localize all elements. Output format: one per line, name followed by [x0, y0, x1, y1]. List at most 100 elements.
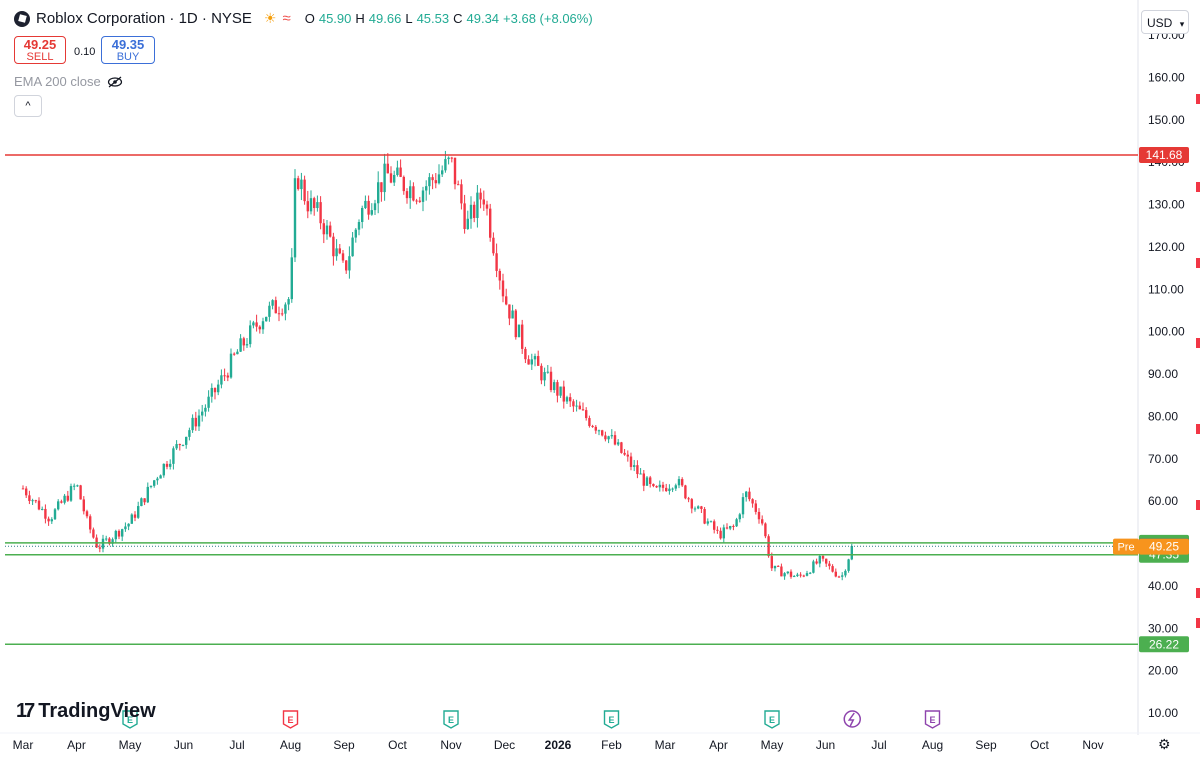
candle-body [706, 521, 709, 524]
pre-market-tag: Pre [1117, 542, 1134, 554]
candle-body [127, 523, 130, 527]
candle-body [434, 180, 437, 184]
candle-body [367, 200, 370, 215]
price-label-bg [1139, 147, 1189, 164]
candle-body [565, 397, 569, 402]
candle-body [761, 519, 764, 524]
candle-body [748, 491, 751, 500]
candle-body [412, 186, 415, 201]
candle-body [501, 280, 505, 297]
earnings-marker-icon[interactable] [603, 710, 620, 729]
x-tick-label: Aug [280, 738, 301, 752]
earnings-marker-icon[interactable] [282, 710, 299, 729]
alert-marker [1196, 258, 1200, 268]
x-tick-label: Dec [494, 738, 515, 752]
candle-body [585, 410, 588, 419]
upcoming-earnings-icon[interactable] [843, 710, 861, 728]
candle-body [633, 465, 636, 467]
candle-body [841, 575, 844, 577]
candle-body [489, 208, 492, 238]
y-tick-label: 80.00 [1148, 409, 1178, 423]
candle-body [799, 574, 802, 576]
candle-body [89, 516, 92, 530]
x-tick-label: Apr [67, 738, 86, 752]
candle-body [684, 485, 687, 499]
x-tick-label: Jul [229, 738, 244, 752]
candle-body [105, 538, 108, 540]
hidden-eye-icon[interactable] [107, 76, 123, 88]
candle-body [815, 561, 818, 564]
candle-body [393, 174, 396, 183]
sell-button[interactable]: 49.25 SELL [14, 36, 66, 64]
candle-body [757, 511, 761, 520]
candle-body [617, 442, 620, 445]
candle-body [709, 521, 713, 523]
candle-body [338, 248, 341, 254]
earnings-marker-icon[interactable] [764, 710, 780, 729]
y-tick-label: 110.00 [1148, 282, 1184, 296]
candle-body [511, 310, 514, 319]
candle-body [457, 184, 460, 186]
y-tick-label: 120.00 [1148, 240, 1185, 254]
earnings-marker-icon[interactable] [122, 710, 138, 729]
candle-body [159, 475, 162, 479]
candle-body [345, 260, 348, 271]
candle-body [137, 506, 140, 518]
candle-body [812, 561, 815, 573]
alert-marker [1196, 182, 1200, 192]
x-tick-label: Oct [1030, 738, 1049, 752]
candle-body [537, 356, 540, 366]
candle-body [485, 204, 489, 209]
candle-body [677, 479, 681, 486]
candle-body [780, 566, 783, 577]
y-tick-label: 70.00 [1148, 452, 1178, 466]
y-tick-label: 100.00 [1148, 325, 1185, 339]
candle-body [329, 225, 332, 237]
y-tick-label: 130.00 [1148, 198, 1185, 212]
candle-body [383, 163, 386, 193]
candle-body [332, 236, 335, 257]
candle-body [764, 523, 767, 537]
candle-body [681, 479, 684, 486]
candle-body [597, 430, 601, 432]
indicator-label[interactable]: EMA 200 close [14, 74, 123, 89]
candle-body [431, 177, 434, 181]
symbol-title[interactable]: Roblox Corporation · 1D · NYSE [36, 10, 252, 27]
x-tick-label: Nov [1082, 738, 1103, 752]
candle-body [229, 353, 233, 378]
alert-marker [1196, 618, 1200, 628]
candle-body [69, 486, 73, 501]
candle-body [108, 538, 111, 544]
x-tick-label: Jul [871, 738, 886, 752]
candle-body [290, 257, 293, 300]
candle-body [194, 417, 197, 427]
earnings-marker-icon[interactable] [443, 710, 459, 729]
alert-marker [1196, 338, 1200, 348]
candle-body [636, 465, 639, 475]
collapse-legend-button[interactable]: ^ [14, 95, 42, 117]
earnings-marker-icon[interactable] [924, 710, 941, 729]
candle-body [44, 508, 47, 519]
candle-body [437, 174, 441, 184]
candle-body [690, 499, 693, 509]
buy-button[interactable]: 49.35 BUY [101, 36, 155, 64]
candle-body [156, 478, 159, 481]
candle-body [233, 353, 236, 355]
candle-body [255, 322, 258, 327]
candle-body [169, 463, 172, 467]
candle-body [594, 426, 597, 431]
candle-body [37, 500, 41, 510]
candle-body [831, 566, 834, 572]
candle-body [668, 488, 671, 492]
currency-select[interactable]: USD ▾ [1141, 10, 1189, 34]
candle-body [425, 186, 428, 191]
gear-icon[interactable]: ⚙ [1158, 736, 1171, 752]
candle-body [613, 435, 617, 445]
candle-body [773, 565, 777, 569]
candle-body [802, 575, 805, 577]
candle-body [735, 519, 738, 527]
candle-body [639, 473, 642, 475]
candle-body [79, 485, 82, 500]
x-tick-label: Jun [174, 738, 193, 752]
